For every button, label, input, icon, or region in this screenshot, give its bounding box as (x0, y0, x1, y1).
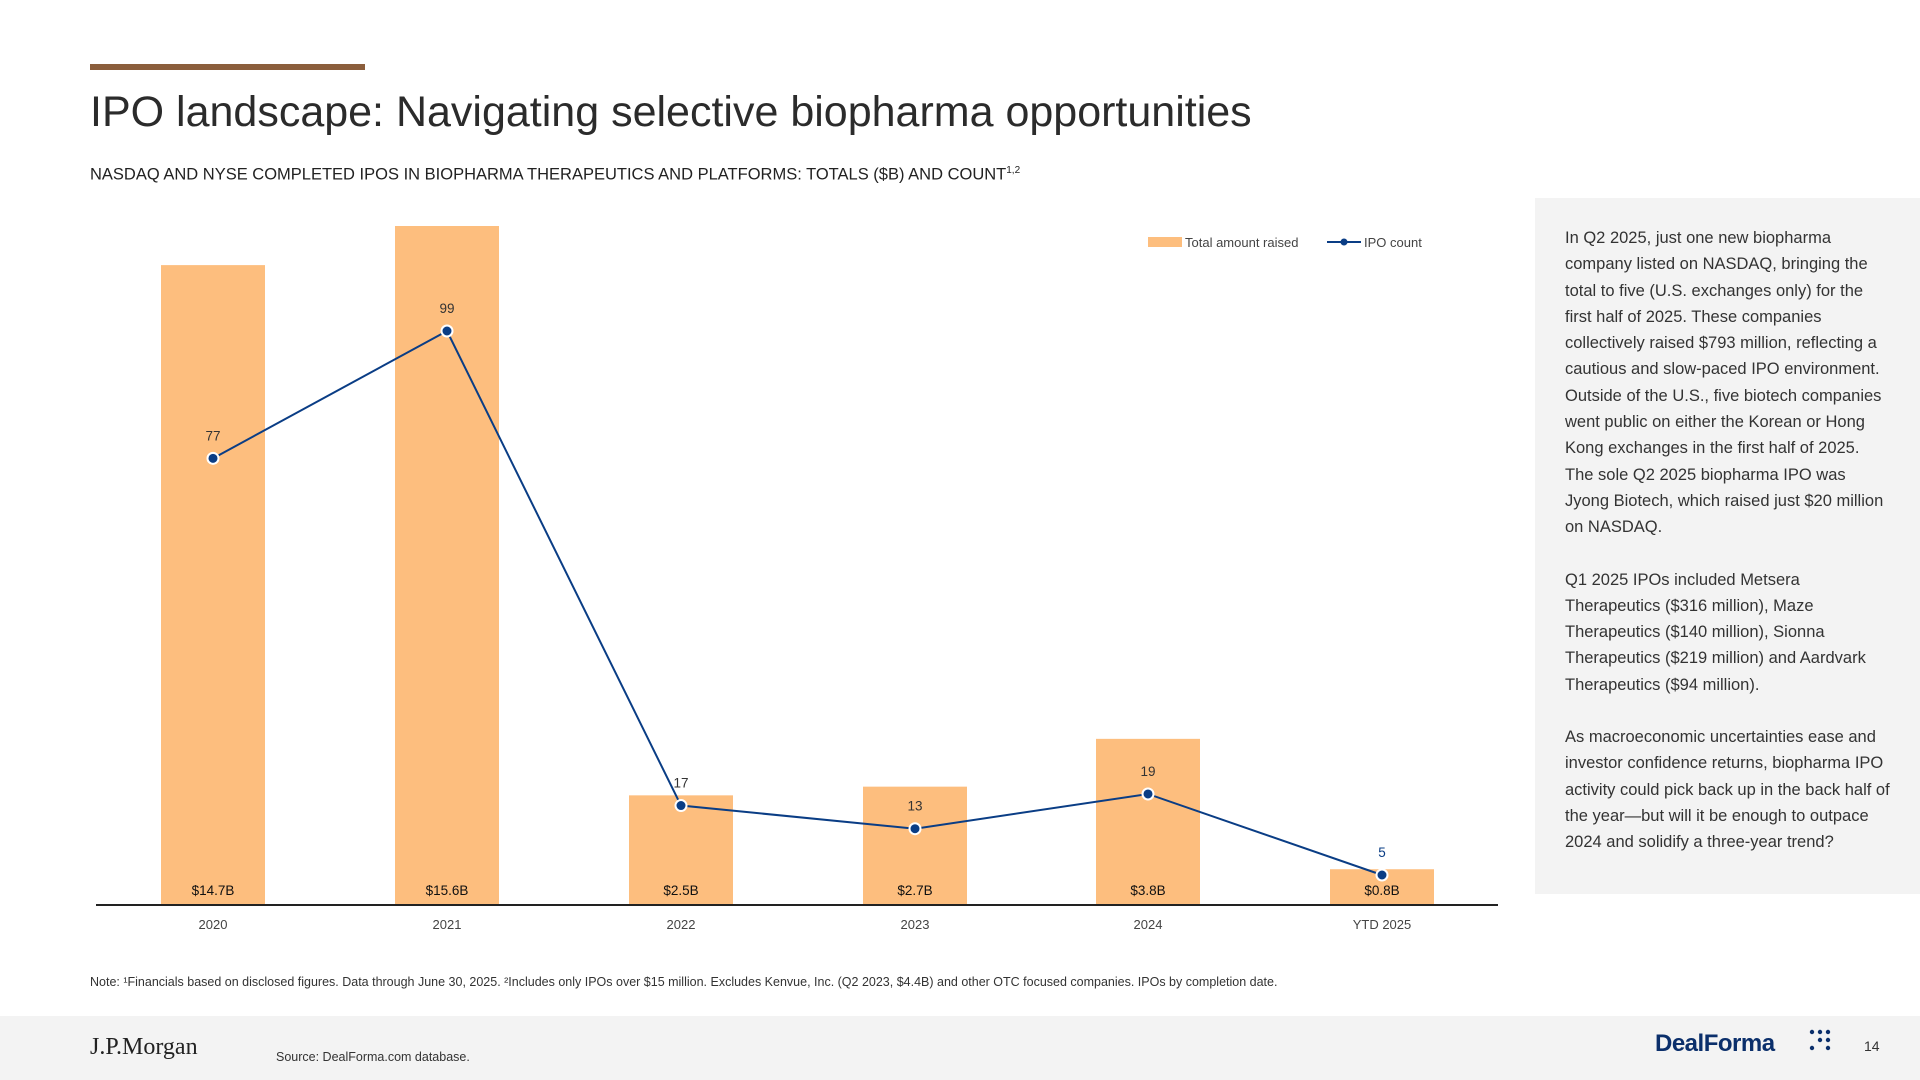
ipo-count-point (440, 324, 454, 338)
legend-bar-swatch (1148, 237, 1182, 247)
legend: Total amount raised IPO count (1148, 235, 1422, 250)
bar-total-raised (395, 226, 499, 904)
source-note: Source: DealForma.com database. (276, 1050, 470, 1064)
bar-value-label: $15.6B (426, 883, 469, 898)
ipo-count-label: 99 (439, 301, 454, 316)
commentary-paragraph: As macroeconomic uncertainties ease and … (1565, 728, 1890, 852)
accent-bar (90, 64, 365, 70)
x-tick-label: YTD 2025 (1353, 917, 1412, 932)
footnote: Note: ¹Financials based on disclosed fig… (90, 975, 1278, 989)
ipo-count-line (212, 329, 1383, 876)
legend-bar-label: Total amount raised (1185, 235, 1298, 250)
legend-line-marker (1340, 238, 1348, 246)
dealforma-logo: DealForma (1655, 1030, 1775, 1057)
bar-value-label: $2.5B (663, 883, 698, 898)
ipo-count-label: 17 (673, 776, 688, 791)
ipo-count-point (206, 451, 220, 465)
ipo-count-point (1141, 787, 1155, 801)
x-tick-label: 2020 (199, 917, 228, 932)
ipo-count-label: 5 (1378, 845, 1386, 860)
footer-bar (0, 1016, 1920, 1080)
ipo-count-point (674, 799, 688, 813)
bar-value-label: $14.7B (192, 883, 235, 898)
ipo-count-point (1375, 868, 1389, 882)
jpmorgan-logo: J.P.Morgan (90, 1034, 198, 1060)
bar-total-raised (863, 786, 967, 904)
legend-line-label: IPO count (1364, 235, 1422, 250)
ipo-count-label: 13 (907, 799, 922, 814)
commentary-panel: In Q2 2025, just one new biopharma compa… (1535, 198, 1920, 894)
x-tick-label: 2023 (901, 917, 930, 932)
chart-subtitle: NASDAQ AND NYSE COMPLETED IPOS IN BIOPHA… (90, 165, 1020, 185)
bar-value-label: $2.7B (897, 883, 932, 898)
x-tick-label: 2022 (667, 917, 696, 932)
x-tick-label: 2021 (433, 917, 462, 932)
bar-value-label: $0.8B (1364, 883, 1399, 898)
bar-value-label: $3.8B (1130, 883, 1165, 898)
ipo-count-point (908, 822, 922, 836)
page-title: IPO landscape: Navigating selective biop… (90, 88, 1252, 136)
bar-total-raised (1096, 738, 1200, 904)
dealforma-dots-icon (1809, 1029, 1831, 1051)
ipo-count-label: 19 (1140, 764, 1155, 779)
bar-total-raised (629, 795, 733, 904)
subtitle-superscript: 1,2 (1006, 165, 1021, 176)
ipo-count-label: 77 (205, 428, 220, 443)
subtitle-text: NASDAQ AND NYSE COMPLETED IPOS IN BIOPHA… (90, 165, 1007, 184)
bar-total-raised (161, 265, 265, 905)
page-number: 14 (1864, 1038, 1880, 1054)
x-tick-label: 2024 (1134, 917, 1163, 932)
commentary-paragraph: Q1 2025 IPOs included Metsera Therapeuti… (1565, 570, 1866, 694)
commentary-paragraph: In Q2 2025, just one new biopharma compa… (1565, 229, 1884, 537)
